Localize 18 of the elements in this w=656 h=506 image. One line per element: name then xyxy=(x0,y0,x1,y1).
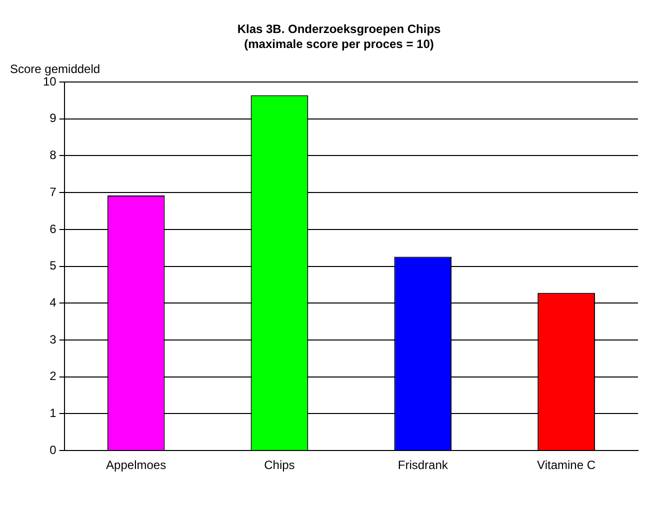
x-tick-label: Appelmoes xyxy=(106,458,166,472)
y-tick-label: 3 xyxy=(50,332,57,346)
x-tick-label: Frisdrank xyxy=(398,458,449,472)
y-tick-label: 8 xyxy=(50,148,57,162)
y-tick-label: 0 xyxy=(50,442,57,457)
y-tick-label: 5 xyxy=(50,258,57,273)
y-tick-label: 6 xyxy=(50,222,57,236)
y-tick-label: 1 xyxy=(50,406,57,420)
text: Klas 3B. Onderzoeksgroepen Chips xyxy=(237,22,441,36)
x-tick-label: Chips xyxy=(264,458,295,472)
x-tick-label: Vitamine C xyxy=(537,458,596,472)
y-tick-label: 7 xyxy=(50,184,57,199)
y-tick-label: 10 xyxy=(42,74,57,88)
y-tick-label: 9 xyxy=(50,111,57,126)
text: (maximale score per proces = 10) xyxy=(244,36,434,51)
y-axis-title: Score gemiddeld xyxy=(10,62,100,76)
y-tick-label: 4 xyxy=(50,295,57,310)
y-tick-label: 2 xyxy=(50,369,57,384)
